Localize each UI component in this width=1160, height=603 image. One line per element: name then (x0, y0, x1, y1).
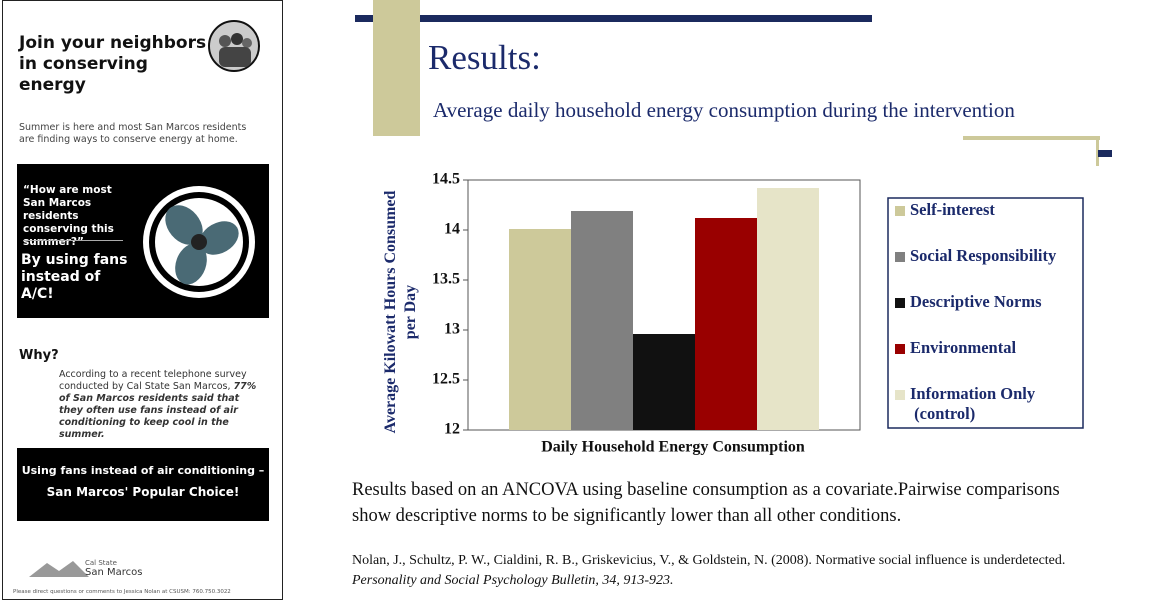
banner-line: Using fans instead of air conditioning – (21, 464, 265, 477)
y-tick-label: 12.5 (432, 371, 460, 388)
legend-swatch (895, 206, 905, 216)
legend-swatch (895, 298, 905, 308)
legend-label: Descriptive Norms (910, 292, 1042, 311)
people-icon (208, 20, 260, 72)
answer: By using fans instead of A/C! (21, 252, 128, 302)
y-tick-label: 13 (444, 321, 460, 338)
y-tick-label: 14 (444, 221, 460, 238)
legend-label: Social Responsibility (910, 246, 1057, 265)
bar (509, 229, 571, 430)
slide-note: Results based on an ANCOVA using baselin… (352, 480, 1060, 526)
legend-label: Information Only (control) (910, 384, 1036, 423)
why-body: According to a recent telephone survey c… (59, 369, 259, 441)
logo-top: Cal State (85, 559, 117, 567)
decor-block (373, 0, 420, 136)
bar (757, 188, 819, 430)
flyer-title: Join your neighbors in conserving energy (19, 33, 207, 95)
citation-text: Nolan, J., Schultz, P. W., Cialdini, R. … (352, 553, 1066, 568)
flyer-intro: Summer is here and most San Marcos resid… (19, 122, 247, 145)
banner-line: San Marcos' Popular Choice! (46, 485, 240, 499)
why-text: According to a recent telephone survey c… (59, 369, 247, 392)
y-tick-label: 12 (444, 421, 460, 438)
banner: Using fans instead of air conditioning –… (17, 448, 269, 521)
legend-swatch (895, 390, 905, 400)
logo-mark (29, 561, 89, 577)
legend-swatch (895, 344, 905, 354)
legend-swatch (895, 252, 905, 262)
fan-icon (143, 186, 255, 298)
slide-heading: Results: (428, 38, 541, 77)
logo-bottom: San Marcos (85, 567, 143, 578)
x-axis-label: Daily Household Energy Consumption (541, 439, 805, 456)
y-tick-label: 14.5 (432, 171, 460, 188)
legend-box (887, 197, 1084, 429)
bar (633, 334, 695, 430)
y-tick-label: 13.5 (432, 271, 460, 288)
legend-label: Self-interest (910, 200, 995, 219)
legend-label: Environmental (910, 338, 1016, 357)
decor-line (963, 136, 1100, 140)
decor-bar (355, 15, 872, 22)
citation: Nolan, J., Schultz, P. W., Cialdini, R. … (352, 551, 1102, 591)
bar (695, 218, 757, 430)
bar (571, 211, 633, 430)
why-emphasis: 77% of San Marcos residents said that th… (59, 381, 257, 440)
why-heading: Why? (19, 348, 59, 363)
decor-square (1098, 150, 1112, 157)
y-axis-label: Average Kilowatt Hours Consumed per Day (382, 190, 419, 434)
divider (23, 240, 123, 241)
flyer: Join your neighbors in conserving energy… (2, 0, 283, 600)
quote: “How are most San Marcos residents conse… (23, 184, 114, 248)
flyer-footer: Please direct questions or comments to J… (13, 589, 231, 595)
citation-journal: Personality and Social Psychology Bullet… (352, 573, 674, 588)
decor-line (1096, 136, 1099, 166)
quote-box: “How are most San Marcos residents conse… (17, 164, 269, 318)
slide-subtitle: Average daily household energy consumpti… (433, 98, 1015, 122)
